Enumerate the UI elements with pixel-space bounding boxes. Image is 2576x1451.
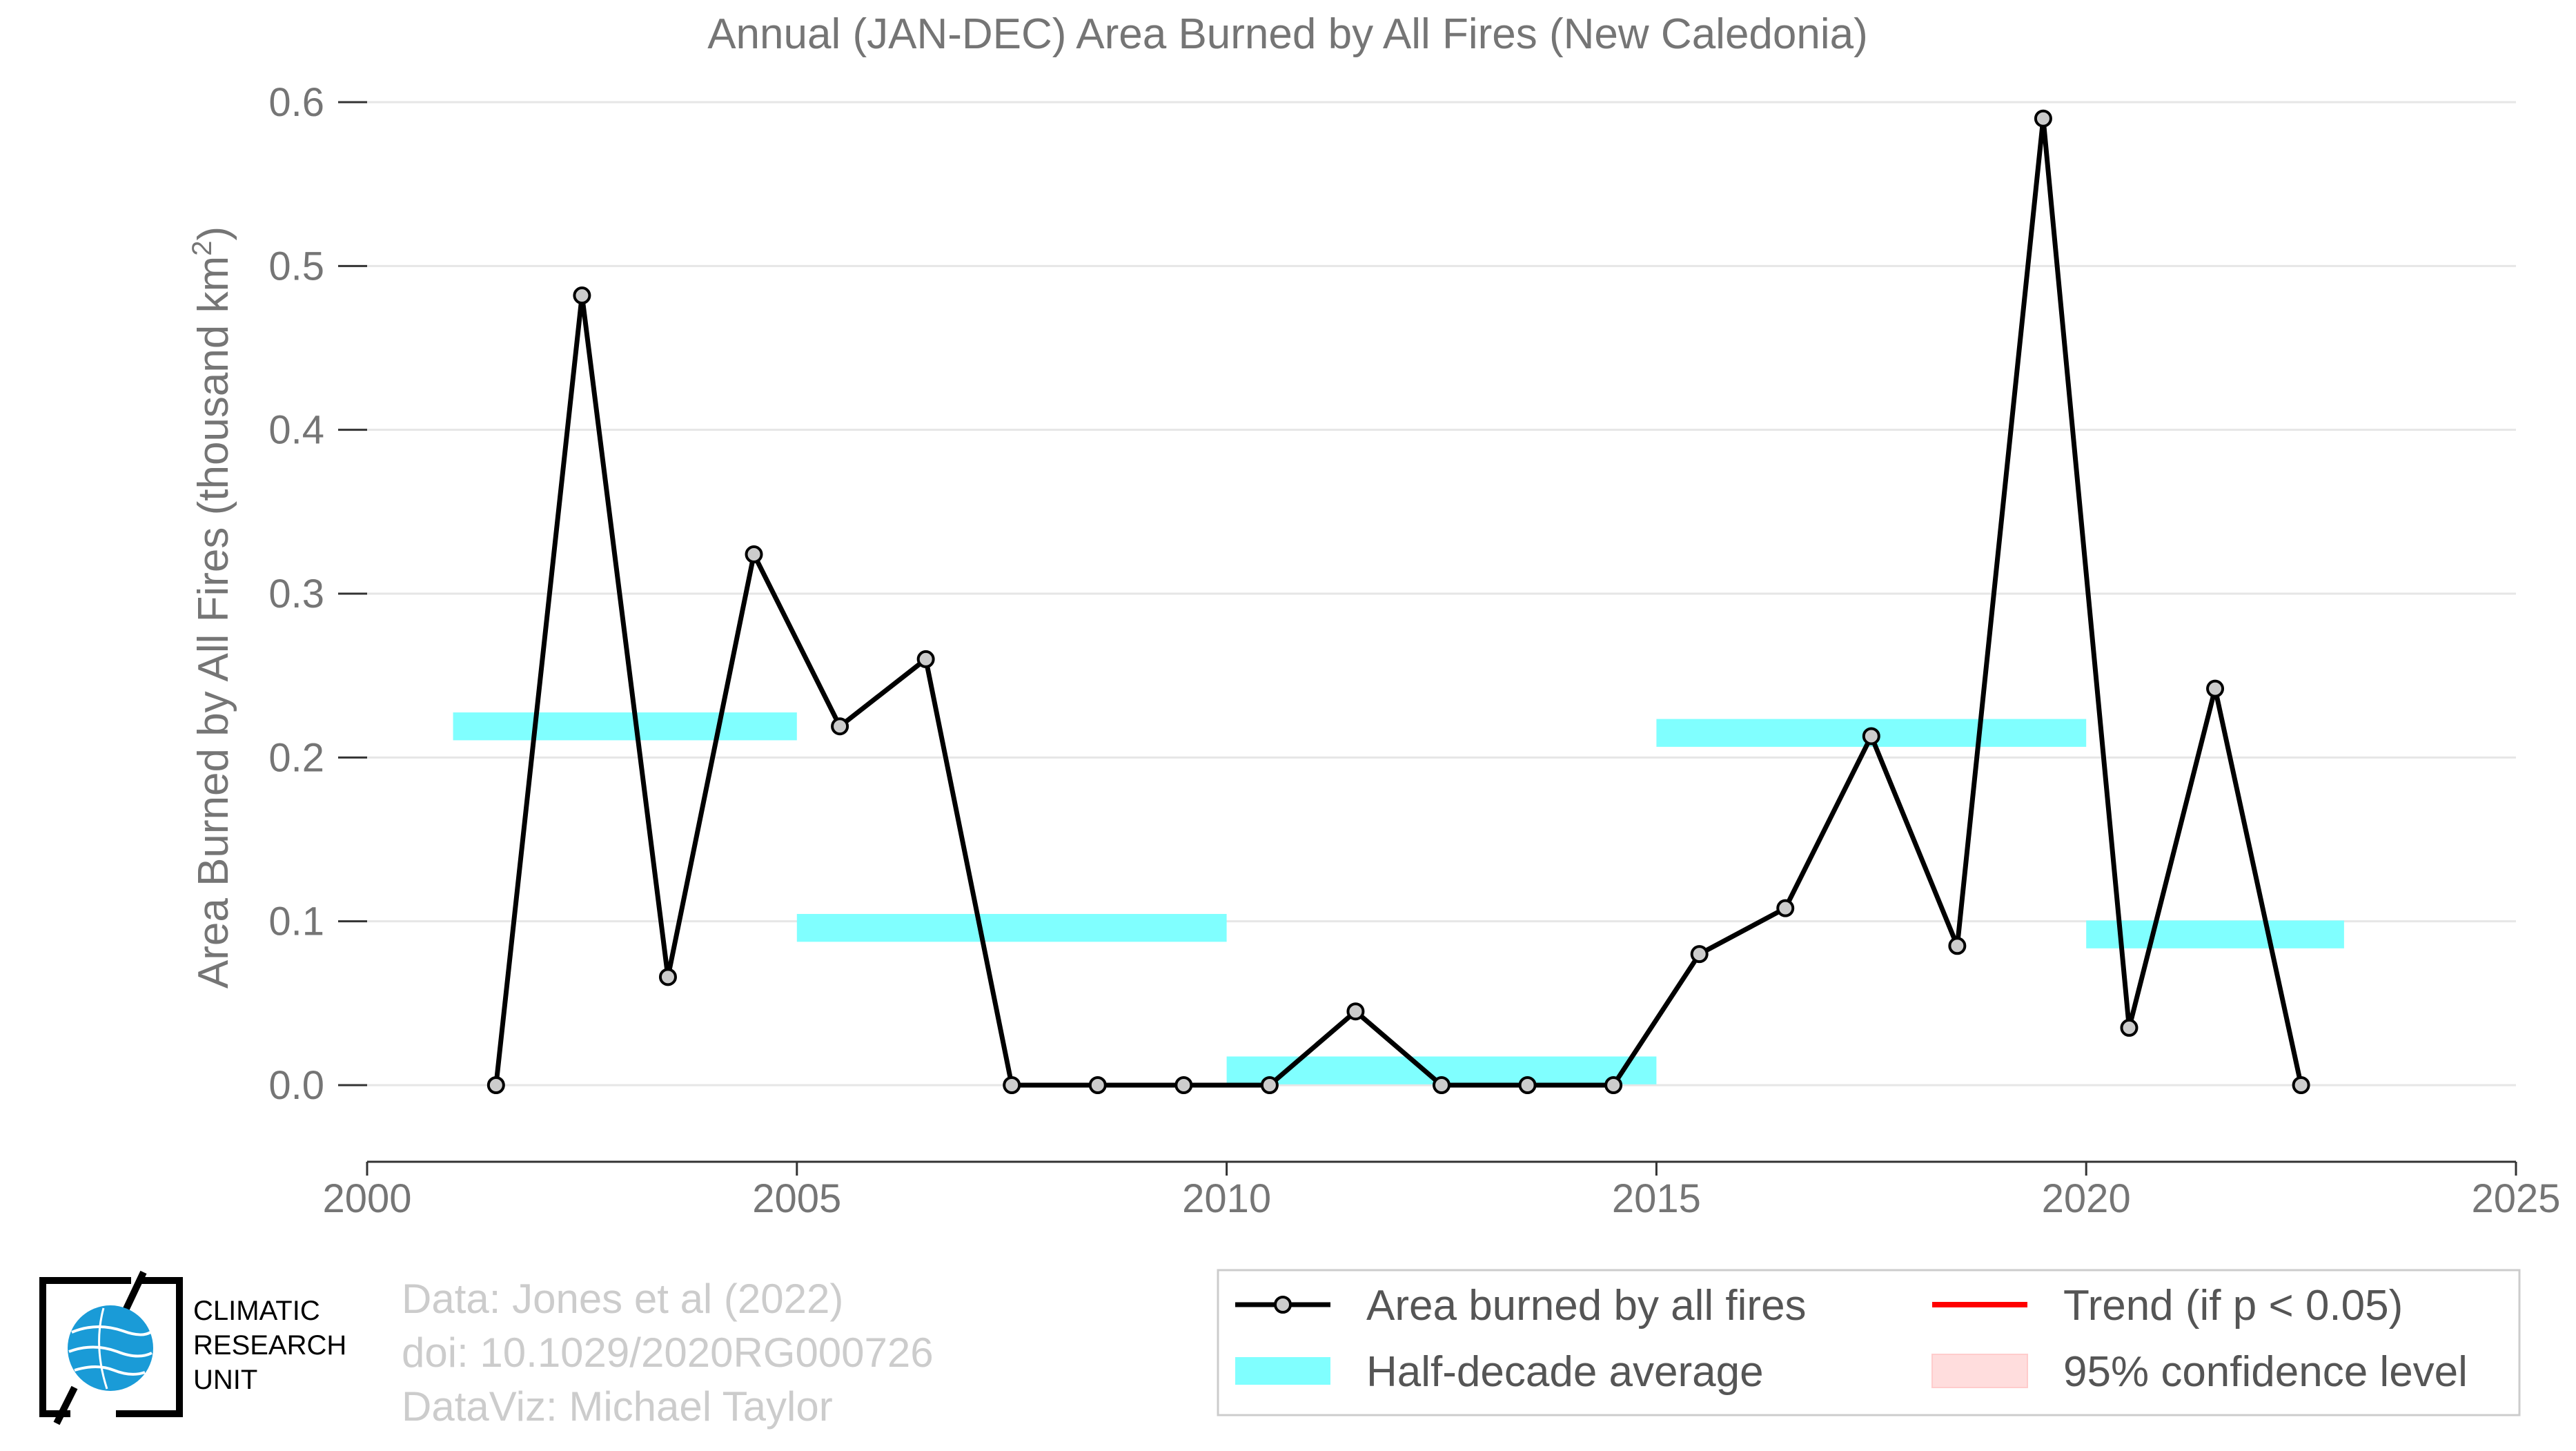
legend-swatch-confidence: [1931, 1354, 2028, 1388]
legend-swatch-marker: [1274, 1296, 1292, 1314]
x-tick-label: 2005: [752, 1176, 841, 1221]
data-point: [1690, 945, 1709, 964]
x-ticks: 2000 2005 2010 2015 2020 2025: [322, 1162, 2561, 1221]
data-point: [1518, 1076, 1537, 1094]
logo-slash: [53, 1385, 78, 1425]
logo-bracket: [39, 1277, 131, 1417]
legend-swatch-half-decade: [1235, 1357, 1330, 1385]
x-tick-label: 2015: [1612, 1176, 1701, 1221]
data-point: [1776, 899, 1795, 917]
series-line: [493, 116, 2304, 1088]
credit-doi: doi: 10.1029/2020RG000726: [402, 1330, 934, 1376]
x-tick-label: 2010: [1182, 1176, 1271, 1221]
y-axis-label: Area Burned by All Fires (thousand km2): [187, 226, 237, 989]
credit-dataviz: DataViz: Michael Taylor: [402, 1383, 833, 1430]
data-point: [2206, 679, 2225, 698]
data-point: [916, 650, 935, 668]
x-tick-label: 2025: [2471, 1176, 2560, 1221]
legend-label-half-decade: Half-decade average: [1366, 1348, 1764, 1396]
data-point: [1260, 1076, 1279, 1094]
logo-line-2: RESEARCH: [193, 1330, 346, 1361]
logo-slash: [122, 1270, 147, 1312]
cru-logo: CLIMATIC RESEARCH UNIT: [39, 1270, 346, 1425]
legend: Area burned by all fires Trend (if p < 0…: [1217, 1269, 2521, 1416]
half-decade-bar: [2086, 920, 2344, 948]
legend-label-trend: Trend (if p < 0.05): [2063, 1282, 2403, 1330]
data-point: [486, 1076, 505, 1094]
y-tick-label: 0.5: [268, 244, 324, 289]
data-point: [2120, 1018, 2139, 1037]
logo-line-3: UNIT: [193, 1365, 257, 1395]
series-line-path: [493, 116, 2304, 1088]
half-decade-bars: [453, 712, 2344, 1084]
legend-box: [1217, 1269, 2521, 1416]
data-point: [745, 545, 763, 564]
grid: [338, 101, 2516, 1087]
half-decade-bar: [453, 712, 797, 741]
y-tick-label: 0.3: [268, 572, 324, 616]
data-point: [658, 968, 677, 986]
data-point: [1346, 1002, 1365, 1021]
chart-title: Annual (JAN-DEC) Area Burned by All Fire…: [707, 10, 1868, 58]
legend-label-confidence: 95% confidence level: [2063, 1348, 2468, 1396]
data-point: [2292, 1076, 2310, 1094]
y-tick-label: 0.4: [268, 408, 324, 453]
data-point: [1948, 937, 1967, 955]
logo-line-1: CLIMATIC: [193, 1296, 320, 1326]
y-tick-label: 0.2: [268, 735, 324, 780]
data-point: [573, 286, 591, 305]
data-point: [831, 717, 849, 736]
y-tick-label: 0.0: [268, 1063, 324, 1108]
data-point: [1174, 1076, 1193, 1094]
globe-icon: [68, 1305, 153, 1391]
data-point: [1433, 1076, 1451, 1094]
credits: Data: Jones et al (2022) doi: 10.1029/20…: [402, 1276, 934, 1430]
x-tick-label: 2000: [322, 1176, 411, 1221]
y-tick-label: 0.1: [268, 899, 324, 944]
half-decade-bar: [796, 913, 1227, 942]
series-points: [486, 109, 2310, 1094]
y-tick-label: 0.6: [268, 80, 324, 125]
legend-label-series: Area burned by all fires: [1366, 1282, 1807, 1330]
credit-data: Data: Jones et al (2022): [402, 1276, 843, 1322]
data-point: [1003, 1076, 1021, 1094]
data-point: [1862, 727, 1880, 746]
data-point: [1604, 1076, 1623, 1094]
y-tick-labels: 0.0 0.1 0.2 0.3 0.4 0.5 0.6: [268, 80, 324, 1108]
data-point: [2034, 109, 2052, 128]
data-point: [1088, 1076, 1107, 1094]
x-tick-label: 2020: [2042, 1176, 2131, 1221]
logo-bracket: [116, 1277, 183, 1417]
